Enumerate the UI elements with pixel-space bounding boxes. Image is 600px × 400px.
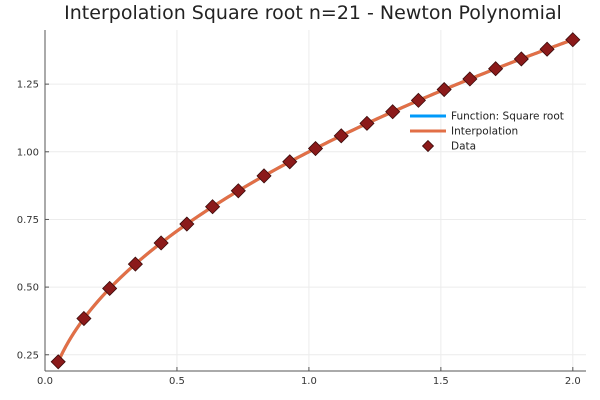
data-point xyxy=(565,32,581,48)
legend-label: Function: Square root xyxy=(451,111,564,123)
legend-label: Data xyxy=(451,141,476,153)
data-point xyxy=(179,216,195,232)
data-point xyxy=(333,128,349,144)
legend-label: Interpolation xyxy=(451,126,518,138)
data-point xyxy=(282,154,298,170)
x-tick-label: 1.0 xyxy=(301,376,317,387)
data-point xyxy=(153,235,169,251)
data-point xyxy=(307,140,324,157)
data-point xyxy=(385,104,401,120)
x-tick-label: 2.0 xyxy=(565,376,581,387)
data-point xyxy=(256,168,272,184)
data-point xyxy=(513,51,529,67)
y-tick-label: 1.00 xyxy=(17,147,39,158)
data-point xyxy=(230,183,246,199)
legend: Function: Square root Interpolation Data xyxy=(410,111,564,153)
y-tick-label: 0.50 xyxy=(17,283,39,294)
grid xyxy=(44,30,586,371)
x-tick-label: 1.5 xyxy=(433,376,449,387)
data-point xyxy=(50,354,66,370)
data-point xyxy=(462,71,478,87)
legend-swatch xyxy=(421,139,435,153)
y-tick-label: 0.25 xyxy=(17,350,39,361)
y-tick-label: 0.75 xyxy=(17,215,39,226)
series-line-1 xyxy=(56,38,574,363)
data-point xyxy=(410,92,426,108)
x-tick-label: 0.5 xyxy=(169,376,185,387)
axes: 0.0 0.5 1.0 1.5 2.0 0.25 0.50 0.75 1.00 1.25 xyxy=(17,30,586,387)
data-point xyxy=(436,81,452,98)
series-line-0 xyxy=(56,38,574,363)
chart-title: Interpolation Square root n=21 - Newton … xyxy=(64,2,562,24)
data-point xyxy=(488,61,504,77)
data-point xyxy=(359,115,375,131)
plot-area xyxy=(50,32,581,370)
data-point xyxy=(102,280,118,297)
data-point xyxy=(76,310,92,327)
data-point xyxy=(539,41,555,57)
y-tick-label: 1.25 xyxy=(17,80,39,91)
data-point xyxy=(205,199,221,215)
data-point xyxy=(127,256,143,272)
x-tick-label: 0.0 xyxy=(37,376,53,387)
